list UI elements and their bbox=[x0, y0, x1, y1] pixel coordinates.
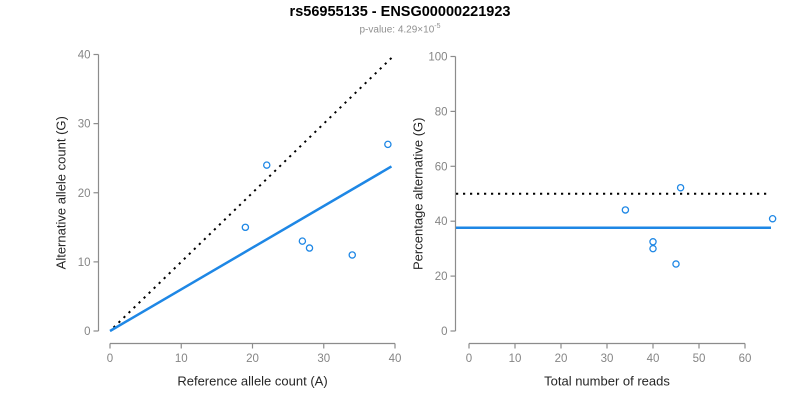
data-point bbox=[262, 161, 271, 169]
x-tick-label: 10 bbox=[175, 353, 188, 365]
x-axis-title: Total number of reads bbox=[544, 374, 670, 389]
data-point bbox=[676, 183, 685, 192]
y-tick-label: 10 bbox=[78, 257, 91, 269]
data-point bbox=[649, 244, 657, 253]
plot-subtitle: p-value: 4.29×10-5 bbox=[0, 23, 800, 35]
pvalue-exponent: -5 bbox=[434, 23, 441, 30]
y-axis-title: Percentage alternative (G) bbox=[411, 118, 426, 270]
y-tick-label: 20 bbox=[78, 188, 91, 200]
fit-line bbox=[109, 165, 393, 333]
x-tick-label: 30 bbox=[601, 353, 614, 365]
data-point bbox=[649, 238, 657, 246]
x-axis-title: Reference allele count (A) bbox=[177, 374, 327, 389]
x-tick-label: 20 bbox=[555, 353, 568, 365]
x-tick-label: 40 bbox=[389, 353, 402, 365]
right-scatter-plot: 0 10 20 30 40 50 60 Total number of reads 0 20 40 6… bbox=[411, 52, 777, 389]
y-tick-label: 80 bbox=[435, 106, 448, 118]
x-tick-label: 10 bbox=[509, 353, 522, 365]
data-point bbox=[621, 206, 630, 214]
identity-line bbox=[112, 56, 393, 329]
data-point bbox=[672, 260, 680, 268]
data-point bbox=[298, 237, 307, 245]
x-tick-label: 50 bbox=[693, 353, 706, 365]
data-point bbox=[305, 244, 314, 252]
plot-title: rs56955135 - ENSG00000221923 bbox=[289, 4, 511, 20]
x-tick-label: 20 bbox=[246, 353, 259, 365]
y-axis-title: Alternative allele count (G) bbox=[54, 116, 69, 269]
y-tick-label: 100 bbox=[428, 52, 447, 64]
y-tick-label: 20 bbox=[435, 271, 448, 283]
x-tick-label: 0 bbox=[466, 353, 472, 365]
x-tick-label: 30 bbox=[317, 353, 330, 365]
left-scatter-plot: 0 10 20 30 40 Reference allele count (A) 0 10 20… bbox=[54, 50, 402, 389]
x-tick-label: 0 bbox=[107, 353, 113, 365]
data-point bbox=[384, 140, 392, 149]
x-tick-label: 40 bbox=[647, 353, 660, 365]
pvalue-text: p-value: 4.29×10 bbox=[359, 24, 435, 36]
data-point bbox=[241, 223, 250, 232]
y-tick-label: 40 bbox=[435, 216, 448, 228]
y-tick-label: 0 bbox=[441, 326, 447, 338]
data-point bbox=[768, 214, 777, 223]
x-tick-label: 60 bbox=[739, 353, 752, 365]
y-tick-label: 60 bbox=[435, 161, 448, 173]
y-tick-label: 30 bbox=[78, 119, 91, 131]
y-tick-label: 40 bbox=[78, 50, 91, 62]
y-tick-label: 0 bbox=[84, 326, 90, 338]
data-point bbox=[348, 251, 356, 259]
